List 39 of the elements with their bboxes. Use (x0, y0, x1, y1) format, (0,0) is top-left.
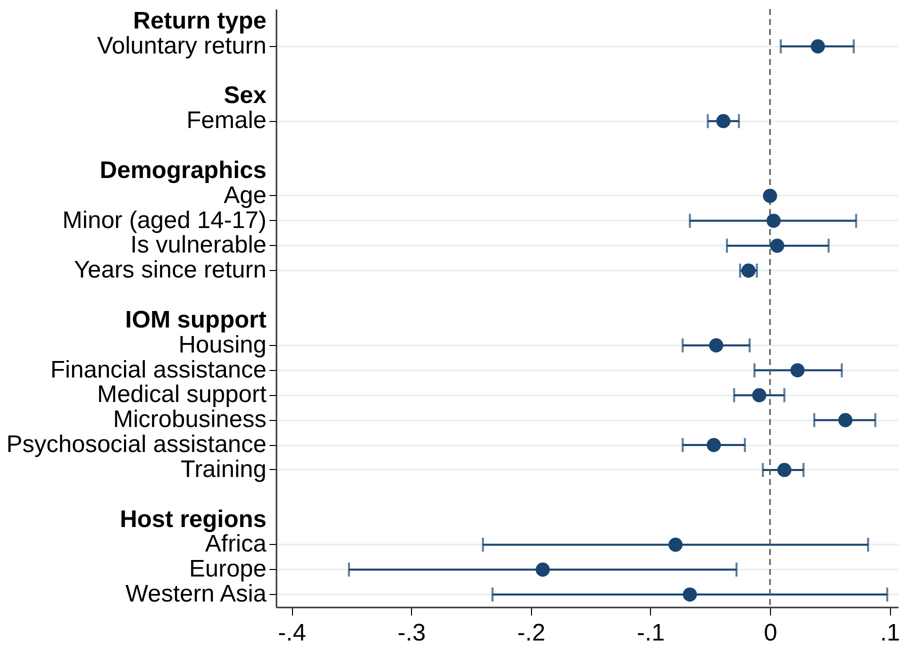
y-tick-label: Female (186, 107, 266, 134)
y-tick-label: Age (224, 182, 266, 209)
x-tick-label: 0 (764, 620, 778, 646)
point (709, 338, 724, 352)
point (777, 462, 792, 478)
y-tick-label: Financial assistance (50, 356, 266, 384)
y-tick-label: Minor (aged 14-17) (62, 206, 266, 234)
x-tick-label: -.3 (398, 620, 426, 646)
y-tick-label: IOM support (125, 306, 266, 334)
y-tick-label: Return type (133, 7, 266, 34)
y-tick-label: Psychosocial assistance (6, 431, 266, 458)
point (752, 388, 766, 402)
y-tick-label: Host regions (120, 506, 266, 533)
point (716, 114, 730, 128)
x-tick-label: -.4 (278, 620, 306, 646)
point (668, 538, 683, 552)
y-tick-label: Is vulnerable (130, 232, 266, 259)
y-tick-label: Housing (178, 331, 266, 358)
y-tick-label: Years since return (74, 256, 266, 284)
x-tick-label: -.1 (636, 620, 665, 646)
point (790, 363, 805, 378)
y-tick-label: Microbusiness (113, 406, 266, 434)
point (536, 562, 550, 577)
y-tick-label: Voluntary return (97, 32, 266, 60)
point (810, 39, 825, 54)
point (706, 438, 721, 452)
y-tick-label: Medical support (97, 381, 267, 408)
point (762, 188, 778, 203)
point (766, 214, 781, 228)
y-tick-label: Sex (224, 82, 268, 110)
x-tick-label: .1 (880, 620, 900, 646)
x-tick-label: -.2 (517, 620, 546, 646)
point (838, 413, 852, 428)
y-tick-label: Training (180, 456, 266, 483)
point (770, 238, 784, 253)
point (682, 587, 697, 602)
y-tick-label: Western Asia (126, 580, 268, 608)
y-tick-label: Demographics (100, 156, 266, 184)
y-tick-label: Europe (189, 556, 266, 583)
